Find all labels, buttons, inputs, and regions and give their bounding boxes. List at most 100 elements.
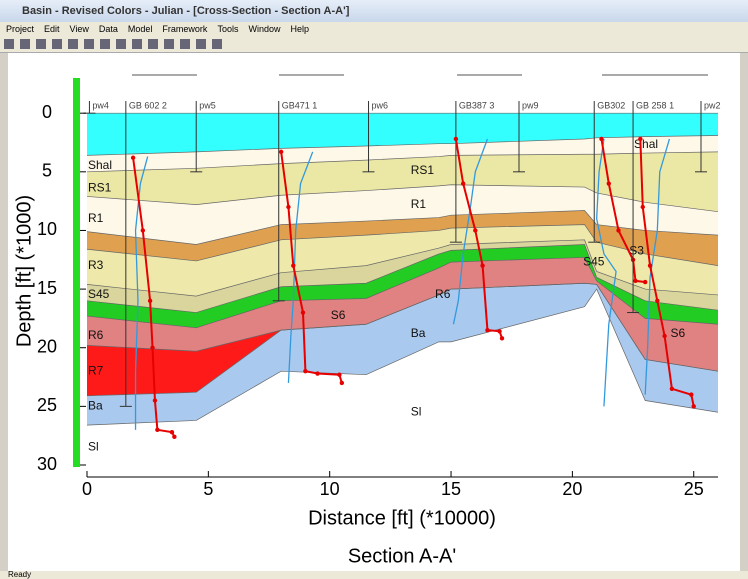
log-point — [480, 263, 484, 267]
layer-label: R1 — [88, 211, 104, 225]
layer-label: S6 — [331, 308, 346, 322]
status-bar: Ready — [0, 571, 748, 579]
x-tick-label: 20 — [562, 479, 582, 499]
log-point — [648, 263, 652, 267]
y-tick-label: 20 — [37, 336, 57, 356]
menu-item[interactable]: Framework — [162, 24, 207, 34]
y-tick-label: 0 — [42, 102, 52, 122]
layer-label: Sl — [411, 404, 422, 418]
well-name: GB 258 1 — [636, 100, 674, 110]
app-window: Basin - Revised Colors - Julian - [Cross… — [0, 0, 748, 579]
well-name: GB387 3 — [459, 100, 495, 110]
well-name: GB471 1 — [282, 100, 318, 110]
log-point — [155, 428, 159, 432]
tool-icon[interactable] — [84, 39, 94, 49]
depth-bar — [73, 78, 80, 467]
log-point — [643, 280, 647, 284]
log-point — [150, 346, 154, 350]
log-point — [638, 137, 642, 141]
layer-label: RS1 — [88, 180, 112, 194]
y-tick-label: 25 — [37, 395, 57, 415]
tool-icon[interactable] — [4, 39, 14, 49]
well-name: GB 602 2 — [129, 100, 167, 110]
log-point — [461, 181, 465, 185]
y-axis-title: Depth [ft] (*1000) — [13, 195, 35, 347]
layer-label: S45 — [583, 254, 605, 268]
menu-item[interactable]: View — [70, 24, 89, 34]
layer-label: R1 — [411, 197, 427, 211]
layer-label: RS1 — [411, 163, 435, 177]
well-name: pw2 — [704, 100, 721, 110]
layer-label: S6 — [670, 326, 685, 340]
tool-icon[interactable] — [132, 39, 142, 49]
menu-item[interactable]: Help — [290, 24, 309, 34]
layer-label: Shal — [88, 158, 112, 172]
y-tick-label: 10 — [37, 219, 57, 239]
menu-item[interactable]: Window — [248, 24, 280, 34]
tool-icon[interactable] — [212, 39, 222, 49]
layer-label: Ba — [88, 399, 103, 413]
x-tick-label: 10 — [320, 479, 340, 499]
toolbar — [0, 36, 748, 53]
log-point — [599, 137, 603, 141]
log-point — [315, 371, 319, 375]
well-name: GB302 — [597, 100, 625, 110]
well-name: pw9 — [522, 100, 539, 110]
tool-icon[interactable] — [52, 39, 62, 49]
tool-icon[interactable] — [196, 39, 206, 49]
menu-bar: Project Edit View Data Model Framework Tools Wi… — [0, 22, 748, 36]
log-point — [692, 404, 696, 408]
x-tick-label: 0 — [82, 479, 92, 499]
menu-item[interactable]: Edit — [44, 24, 60, 34]
x-tick-label: 15 — [441, 479, 461, 499]
tool-icon[interactable] — [100, 39, 110, 49]
log-point — [473, 228, 477, 232]
menu-item[interactable]: Data — [99, 24, 118, 34]
layer-label: Sl — [88, 440, 99, 454]
tool-icon[interactable] — [148, 39, 158, 49]
log-point — [303, 369, 307, 373]
log-point — [172, 435, 176, 439]
well-name: pw6 — [372, 100, 389, 110]
log-point — [641, 205, 645, 209]
log-point — [301, 310, 305, 314]
layer-label: R6 — [88, 328, 104, 342]
log-point — [340, 381, 344, 385]
log-point — [131, 156, 135, 160]
x-axis-title: Distance [ft] (*10000) — [308, 507, 496, 529]
tool-icon[interactable] — [68, 39, 78, 49]
menu-item[interactable]: Project — [6, 24, 34, 34]
y-tick-label: 30 — [37, 454, 57, 474]
menu-item[interactable]: Tools — [217, 24, 238, 34]
tool-icon[interactable] — [36, 39, 46, 49]
x-tick-label: 5 — [203, 479, 213, 499]
log-point — [454, 137, 458, 141]
layer-label: S45 — [88, 287, 110, 301]
log-point — [279, 150, 283, 154]
x-tick-label: 25 — [684, 479, 704, 499]
log-point — [616, 228, 620, 232]
y-tick-label: 5 — [42, 161, 52, 181]
log-point — [148, 299, 152, 303]
log-point — [153, 398, 157, 402]
layer-label: Ba — [411, 326, 426, 340]
tool-icon[interactable] — [180, 39, 190, 49]
log-point — [655, 299, 659, 303]
log-point — [607, 181, 611, 185]
layer-label: Shal — [634, 137, 658, 151]
log-point — [141, 228, 145, 232]
tool-icon[interactable] — [116, 39, 126, 49]
title-bar: Basin - Revised Colors - Julian - [Cross… — [0, 0, 748, 22]
log-point — [670, 387, 674, 391]
log-point — [337, 373, 341, 377]
chart: ShalRS1R1R3S45R6R7BaSlRS1R1R6S6BaSlS45S3… — [8, 53, 740, 571]
tool-icon[interactable] — [20, 39, 30, 49]
tool-icon[interactable] — [164, 39, 174, 49]
layer-label: R3 — [88, 258, 104, 272]
log-point — [291, 263, 295, 267]
log-point — [633, 279, 637, 283]
y-tick-label: 15 — [37, 278, 57, 298]
menu-item[interactable]: Model — [128, 24, 153, 34]
log-point — [286, 205, 290, 209]
log-point — [170, 430, 174, 434]
